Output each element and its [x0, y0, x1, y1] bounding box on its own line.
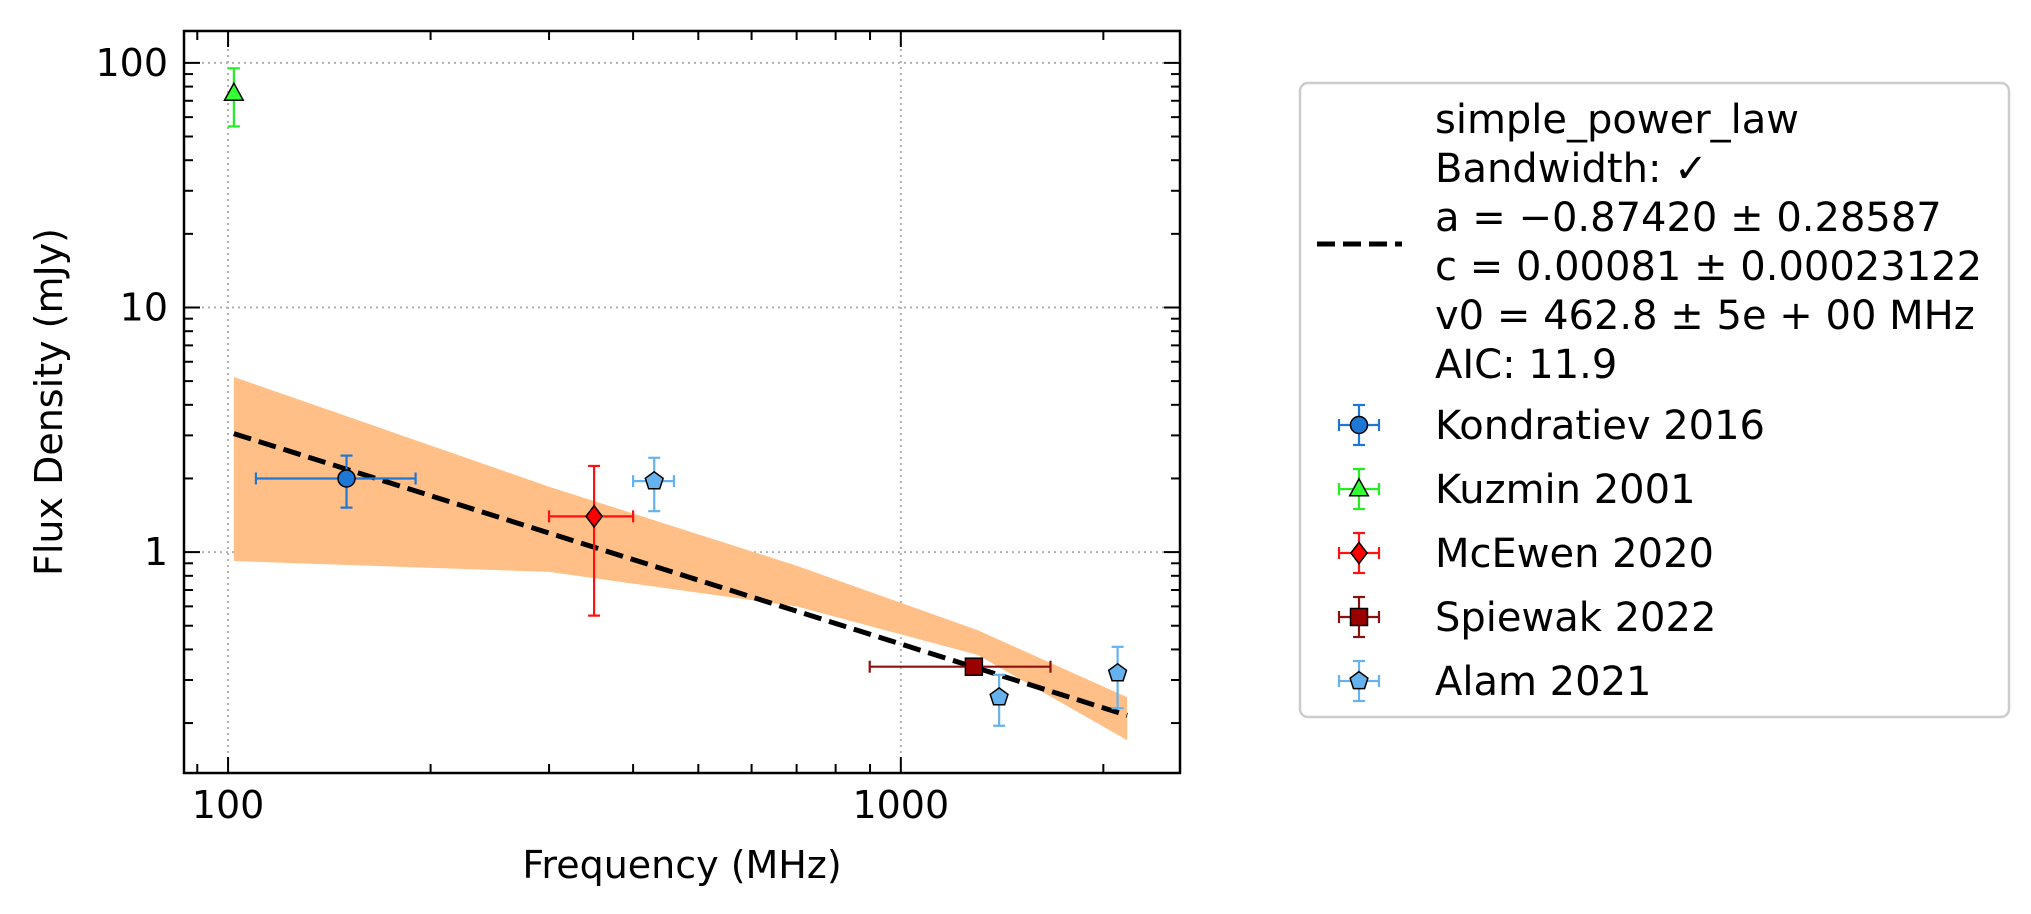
legend-fit-text: a = −0.87420 ± 0.28587	[1435, 195, 1942, 241]
data-point	[223, 81, 245, 101]
y-tick-label: 1	[144, 530, 168, 574]
x-axis-label: Frequency (MHz)	[522, 843, 841, 887]
legend-fit-text: simple_power_law	[1435, 97, 1799, 143]
legend-series-label: McEwen 2020	[1435, 531, 1714, 577]
y-axis-label: Flux Density (mJy)	[27, 228, 71, 576]
legend-fit-text: AIC: 11.9	[1435, 342, 1617, 388]
data-point	[1107, 662, 1128, 682]
data-point	[585, 504, 604, 529]
points-layer	[223, 67, 1128, 727]
ticks	[184, 31, 1180, 773]
legend-fit-text: c = 0.00081 ± 0.00023122	[1435, 244, 1982, 290]
data-point	[964, 657, 984, 676]
x-tick-label: 100	[192, 783, 265, 827]
legend-fit-text: Bandwidth: ✓	[1435, 146, 1708, 192]
fit-line-layer	[233, 431, 1128, 718]
legend-series-label: Kuzmin 2001	[1435, 467, 1696, 513]
legend-box	[1298, 81, 2011, 719]
legend-series-label: Alam 2021	[1435, 659, 1651, 705]
tick-labels: 100 1000 1 10 100	[95, 41, 949, 827]
legend-series-label: Kondratiev 2016	[1435, 403, 1765, 449]
fit-line	[233, 431, 1128, 718]
fit-band-layer	[233, 377, 1128, 741]
legend-marker	[1349, 541, 1369, 565]
legend-marker	[1348, 477, 1370, 497]
legend-marker	[1349, 670, 1369, 690]
fit-uncertainty-band	[233, 377, 1128, 741]
x-tick-label: 1000	[852, 783, 949, 827]
y-tick-label: 100	[95, 41, 168, 85]
y-tick-label: 10	[120, 285, 168, 329]
data-point	[989, 686, 1009, 706]
data-point	[337, 469, 356, 488]
legend-marker	[1349, 607, 1369, 627]
plot-frame	[182, 29, 1182, 775]
data-point	[644, 470, 664, 490]
legend-series-label: Spiewak 2022	[1435, 595, 1716, 641]
legend-fit-text: v0 = 462.8 ± 5e + 00 MHz	[1435, 293, 1975, 339]
legend-marker	[1349, 415, 1369, 435]
